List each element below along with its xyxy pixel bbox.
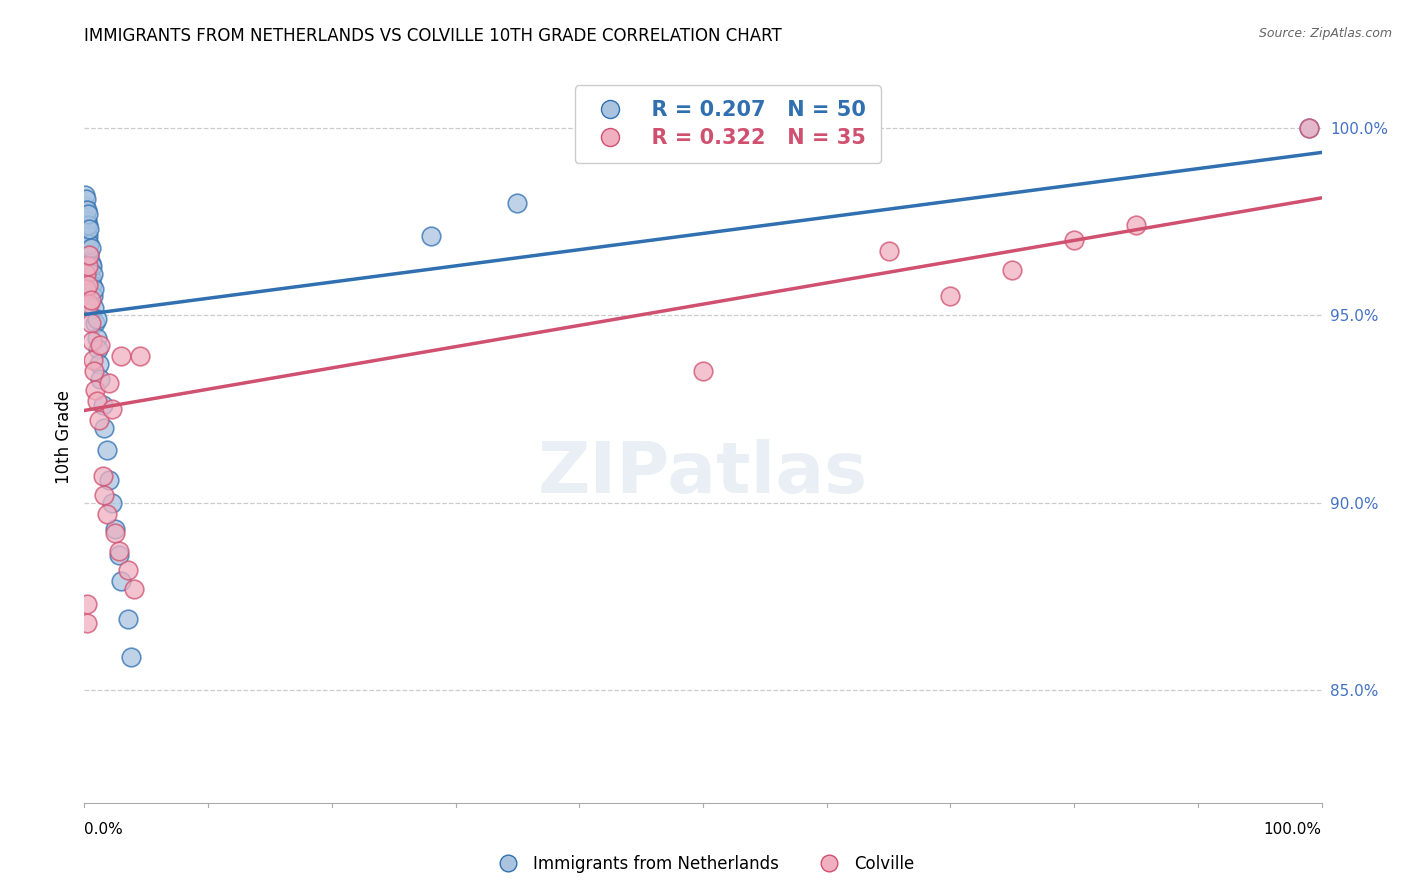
Point	[73, 188, 96, 202]
Point	[79, 293, 101, 308]
Point	[83, 301, 105, 315]
Text: IMMIGRANTS FROM NETHERLANDS VS COLVILLE 10TH GRADE CORRELATION CHART: IMMIGRANTS FROM NETHERLANDS VS COLVILLE …	[84, 27, 782, 45]
Point	[104, 525, 127, 540]
Text: Source: ZipAtlas.com: Source: ZipAtlas.com	[1258, 27, 1392, 40]
Point	[89, 372, 111, 386]
Point	[77, 278, 100, 293]
Point	[79, 248, 101, 262]
Point	[82, 353, 104, 368]
Point	[1125, 218, 1147, 232]
Text: 0.0%: 0.0%	[84, 822, 124, 837]
Point	[1001, 263, 1024, 277]
Point	[86, 331, 108, 345]
Legend: Immigrants from Netherlands, Colville: Immigrants from Netherlands, Colville	[485, 848, 921, 880]
Point	[79, 248, 101, 262]
Point	[100, 496, 122, 510]
Point	[84, 383, 107, 397]
Point	[76, 597, 98, 611]
Point	[75, 211, 97, 225]
Point	[79, 316, 101, 330]
Point	[79, 222, 101, 236]
Point	[83, 364, 105, 378]
Point	[692, 364, 714, 378]
Point	[1298, 120, 1320, 135]
Point	[73, 199, 96, 213]
Point	[110, 350, 132, 364]
Point	[75, 218, 97, 232]
Point	[75, 282, 97, 296]
Point	[79, 236, 101, 251]
Point	[77, 252, 100, 266]
Point	[1298, 120, 1320, 135]
Point	[506, 195, 529, 210]
Point	[84, 316, 107, 330]
Point	[82, 267, 104, 281]
Point	[117, 612, 139, 626]
Point	[83, 282, 105, 296]
Point	[93, 488, 115, 502]
Point	[77, 229, 100, 244]
Point	[76, 244, 98, 259]
Point	[77, 241, 100, 255]
Point	[98, 376, 121, 390]
Point	[77, 207, 100, 221]
Point	[100, 401, 122, 416]
Point	[79, 297, 101, 311]
Point	[96, 507, 118, 521]
Point	[98, 473, 121, 487]
Legend:   R = 0.207   N = 50,   R = 0.322   N = 35: R = 0.207 N = 50, R = 0.322 N = 35	[575, 86, 880, 163]
Point	[110, 574, 132, 589]
Point	[75, 226, 97, 240]
Point	[75, 267, 97, 281]
Point	[80, 334, 103, 349]
Point	[89, 413, 111, 427]
Point	[108, 544, 131, 558]
Point	[129, 350, 152, 364]
Point	[122, 582, 145, 596]
Point	[104, 522, 127, 536]
Point	[76, 229, 98, 244]
Point	[89, 357, 111, 371]
Text: 100.0%: 100.0%	[1264, 822, 1322, 837]
Point	[82, 289, 104, 303]
Point	[79, 241, 101, 255]
Point	[91, 469, 114, 483]
Point	[86, 394, 108, 409]
Y-axis label: 10th Grade: 10th Grade	[55, 390, 73, 484]
Point	[79, 270, 101, 285]
Point	[939, 289, 962, 303]
Point	[80, 278, 103, 293]
Point	[75, 214, 97, 228]
Point	[76, 214, 98, 228]
Point	[79, 260, 101, 274]
Point	[75, 233, 97, 247]
Point	[77, 260, 100, 274]
Point	[419, 229, 441, 244]
Point	[120, 649, 142, 664]
Point	[76, 203, 98, 218]
Point	[87, 342, 110, 356]
Point	[86, 312, 108, 326]
Point	[108, 548, 131, 562]
Point	[75, 203, 97, 218]
Point	[877, 244, 900, 259]
Point	[89, 338, 111, 352]
Point	[93, 420, 115, 434]
Point	[75, 192, 97, 206]
Point	[80, 260, 103, 274]
Point	[117, 563, 139, 577]
Point	[79, 255, 101, 269]
Point	[77, 218, 100, 232]
Point	[91, 398, 114, 412]
Point	[96, 443, 118, 458]
Point	[76, 615, 98, 630]
Text: ZIPatlas: ZIPatlas	[538, 439, 868, 508]
Point	[1063, 233, 1085, 247]
